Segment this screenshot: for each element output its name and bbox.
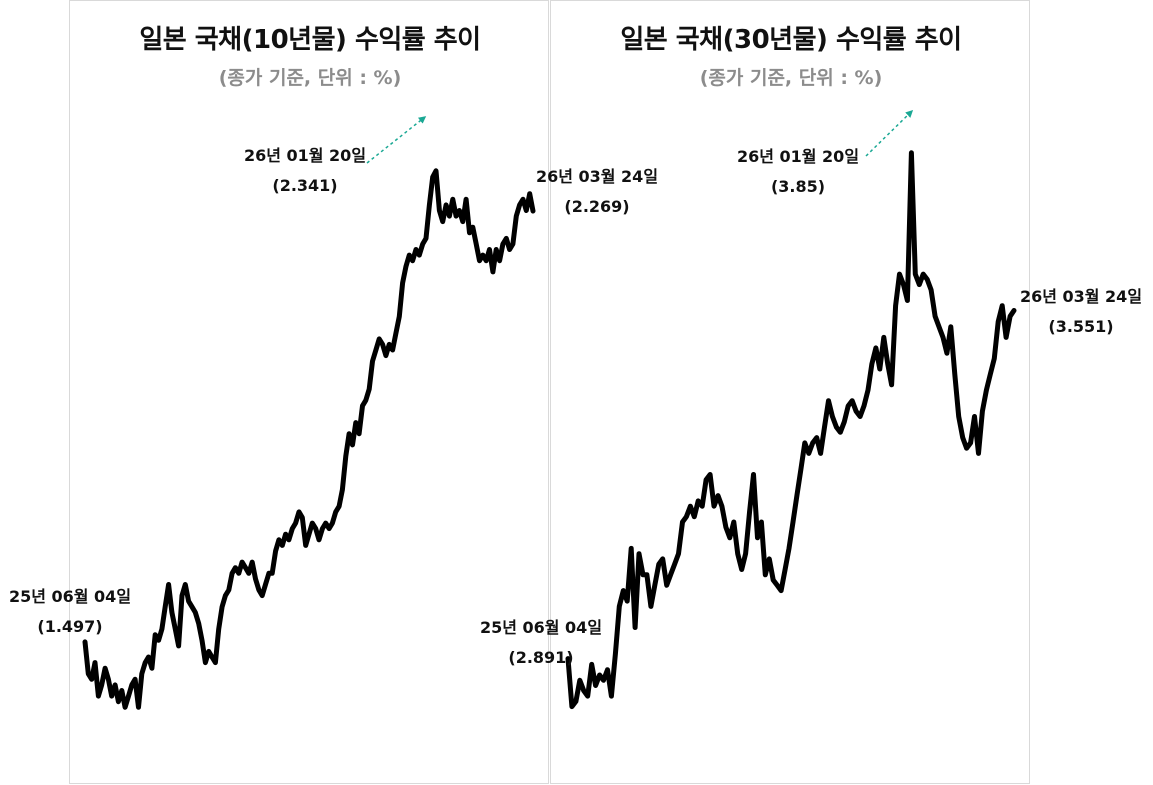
annotation-peak-date: 26년 01월 20일 xyxy=(737,147,859,166)
chart-title: 일본 국채(30년물) 수익률 추이 xyxy=(620,25,962,55)
chart-panel-10y: 일본 국채(10년물) 수익률 추이 (종가 기준, 단위 : %) xyxy=(69,0,549,784)
annotation-end-date: 26년 03월 24일 xyxy=(536,167,658,186)
annotation-end-value: (3.551) xyxy=(1048,317,1113,336)
annotation-start-value: (2.891) xyxy=(508,648,573,667)
annotation-start-date: 25년 06월 04일 xyxy=(480,618,602,637)
annotation-end-value: (2.269) xyxy=(564,197,629,216)
series-line-10y xyxy=(82,168,536,710)
annotation-peak-value: (2.341) xyxy=(272,176,337,195)
annotation-start-date: 25년 06월 04일 xyxy=(9,587,131,606)
chart-panel-30y: 일본 국채(30년물) 수익률 추이 (종가 기준, 단위 : %) xyxy=(550,0,1030,784)
chart-subtitle: (종가 기준, 단위 : %) xyxy=(218,67,402,89)
annotation-end-date: 26년 03월 24일 xyxy=(1020,287,1142,306)
peak-arrow-30y xyxy=(865,109,914,157)
chart-subtitle: (종가 기준, 단위 : %) xyxy=(699,67,883,89)
annotation-peak-value: (3.85) xyxy=(771,177,825,196)
peak-arrow-10y xyxy=(366,116,427,164)
annotation-start-value: (1.497) xyxy=(37,617,102,636)
series-line-30y xyxy=(565,150,1017,710)
chart-title: 일본 국채(10년물) 수익률 추이 xyxy=(139,25,481,55)
annotation-peak-date: 26년 01월 20일 xyxy=(244,146,366,165)
